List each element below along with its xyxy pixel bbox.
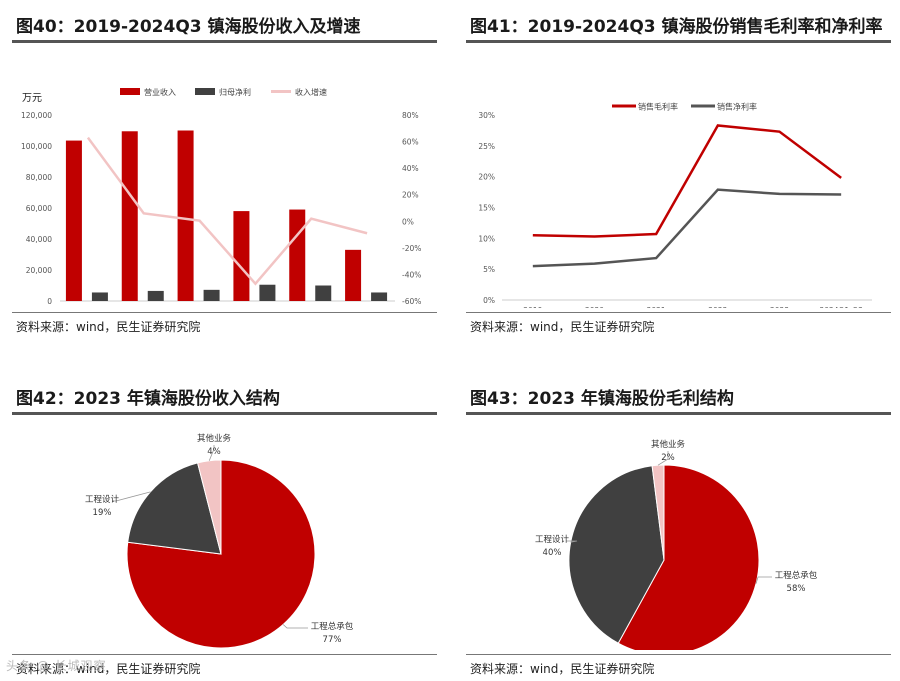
x-tick-label: 2024Q1-Q3 xyxy=(345,307,389,308)
net-profit-bar xyxy=(315,285,332,301)
margin-chart-panel: 图41：2019-2024Q3 镇海股份销售毛利率和净利率 0% 5% 10% 15%… xyxy=(466,14,891,335)
left-tick-label: 80,000 xyxy=(26,173,52,182)
x-tick-label: 2024Q1-Q3 xyxy=(819,306,863,308)
slice-label: 工程总承包 xyxy=(311,621,354,632)
revenue-chart-panel: 图40：2019-2024Q3 镇海股份收入及增速 万元 0 20,000 40,00… xyxy=(12,14,437,335)
margin-line-chart: 0% 5% 10% 15% 20% 25% 30% 2019 2020 2021 2022 2023 2… xyxy=(478,102,872,315)
x-tick-label: 2021 xyxy=(190,307,209,308)
left-tick-label: 0 xyxy=(47,297,52,306)
revenue-structure-pie: 工程总承包 77% 工程设计 19% 其他业务 4% xyxy=(85,433,354,649)
slice-label: 工程设计 xyxy=(85,494,120,505)
legend-swatch xyxy=(120,88,140,95)
panel-title: 图40：2019-2024Q3 镇海股份收入及增速 xyxy=(12,14,437,43)
gross-margin-line xyxy=(532,124,842,238)
slice-pct-label: 4% xyxy=(207,447,221,457)
right-tick-label: -20% xyxy=(402,244,421,253)
legend-swatch xyxy=(195,88,215,95)
revenue-structure-panel: 图42：2023 年镇海股份收入结构 工程总承包 77% 工程设计 19% 其他业务 4%… xyxy=(12,386,437,677)
panel-title: 图41：2019-2024Q3 镇海股份销售毛利率和净利率 xyxy=(466,14,891,43)
panel-title: 图43：2023 年镇海股份毛利结构 xyxy=(466,386,891,415)
net-profit-bar xyxy=(203,289,220,301)
revenue-bar xyxy=(177,130,194,301)
revenue-bar xyxy=(233,211,250,301)
leader-line xyxy=(282,624,308,629)
slice-pct-label: 77% xyxy=(323,635,342,645)
panel-source: 资料来源：wind，民生证券研究院 xyxy=(12,654,437,677)
net-margin-line xyxy=(532,188,842,268)
right-tick-label: 40% xyxy=(402,164,419,173)
revenue-bar xyxy=(65,140,82,301)
legend-label: 销售毛利率 xyxy=(638,102,678,112)
legend-label: 收入增速 xyxy=(295,87,327,97)
x-tick-label: 2019 xyxy=(523,306,542,308)
y-tick-label: 30% xyxy=(478,111,495,120)
revenue-bar xyxy=(289,209,306,301)
x-tick-label: 2020 xyxy=(585,306,604,308)
slice-pct-label: 58% xyxy=(787,584,806,594)
x-tick-label: 2022 xyxy=(708,306,727,308)
left-tick-label: 20,000 xyxy=(26,266,52,275)
net-profit-bar xyxy=(147,290,164,301)
left-tick-label: 100,000 xyxy=(21,142,52,151)
right-tick-label: 20% xyxy=(402,191,419,200)
y-tick-label: 20% xyxy=(478,173,495,182)
y-tick-label: 15% xyxy=(478,204,495,213)
slice-pct-label: 2% xyxy=(661,453,675,463)
pie-slice xyxy=(568,465,665,644)
y-tick-label: 25% xyxy=(478,142,495,151)
leader-line xyxy=(112,491,151,502)
watermark: 头条 @ 长城观察 xyxy=(6,659,107,673)
leader-line xyxy=(657,451,669,466)
y-tick-label: 10% xyxy=(478,234,495,243)
legend-label: 销售净利率 xyxy=(717,102,757,112)
legend-label: 归母净利 xyxy=(219,87,251,97)
right-tick-label: 0% xyxy=(402,217,414,226)
revenue-bar xyxy=(121,131,138,301)
leader-line xyxy=(208,445,215,461)
x-tick-label: 2019 xyxy=(78,307,97,308)
right-tick-label: -40% xyxy=(402,270,421,279)
slice-label: 工程总承包 xyxy=(775,570,818,581)
x-tick-label: 2020 xyxy=(134,307,153,308)
x-tick-label: 2023 xyxy=(770,306,789,308)
slice-label: 其他业务 xyxy=(651,439,686,450)
x-tick-label: 2023 xyxy=(302,307,321,308)
right-tick-label: -60% xyxy=(402,297,421,306)
profit-structure-pie: 工程总承包 58% 工程设计 40% 其他业务 2% xyxy=(535,439,818,656)
growth-line xyxy=(86,136,368,286)
pie-slice xyxy=(651,464,665,561)
right-tick-label: 60% xyxy=(402,138,419,147)
right-tick-label: 80% xyxy=(402,111,419,120)
left-tick-label: 120,000 xyxy=(21,111,52,120)
left-tick-label: 60,000 xyxy=(26,204,52,213)
panel-title: 图42：2023 年镇海股份收入结构 xyxy=(12,386,437,415)
slice-label: 工程设计 xyxy=(535,534,570,545)
x-tick-label: 2021 xyxy=(647,306,666,308)
pie-slice xyxy=(197,459,222,555)
slice-label: 其他业务 xyxy=(197,433,232,444)
leader-line xyxy=(566,540,578,543)
panel-source: 资料来源：wind，民生证券研究院 xyxy=(12,312,437,335)
leader-line xyxy=(755,576,772,584)
net-profit-bar xyxy=(371,292,388,301)
panel-source: 资料来源：wind，民生证券研究院 xyxy=(466,654,891,677)
profit-structure-panel: 图43：2023 年镇海股份毛利结构 工程总承包 58% 工程设计 40% 其他业务 2%… xyxy=(466,386,891,677)
slice-pct-label: 19% xyxy=(93,508,112,518)
legend-label: 营业收入 xyxy=(144,87,176,97)
net-profit-bar xyxy=(259,284,276,301)
y-tick-label: 5% xyxy=(483,265,495,274)
x-tick-label: 2022 xyxy=(246,307,265,308)
slice-pct-label: 40% xyxy=(543,548,562,558)
revenue-bar-line-chart: 万元 0 20,000 40,000 60,000 80,000 100,000 120,00… xyxy=(21,87,421,316)
y-tick-label: 0% xyxy=(483,296,495,305)
unit-label: 万元 xyxy=(22,93,42,104)
net-profit-bar xyxy=(91,292,108,301)
revenue-bar xyxy=(345,249,362,301)
left-tick-label: 40,000 xyxy=(26,235,52,244)
panel-source: 资料来源：wind，民生证券研究院 xyxy=(466,312,891,335)
